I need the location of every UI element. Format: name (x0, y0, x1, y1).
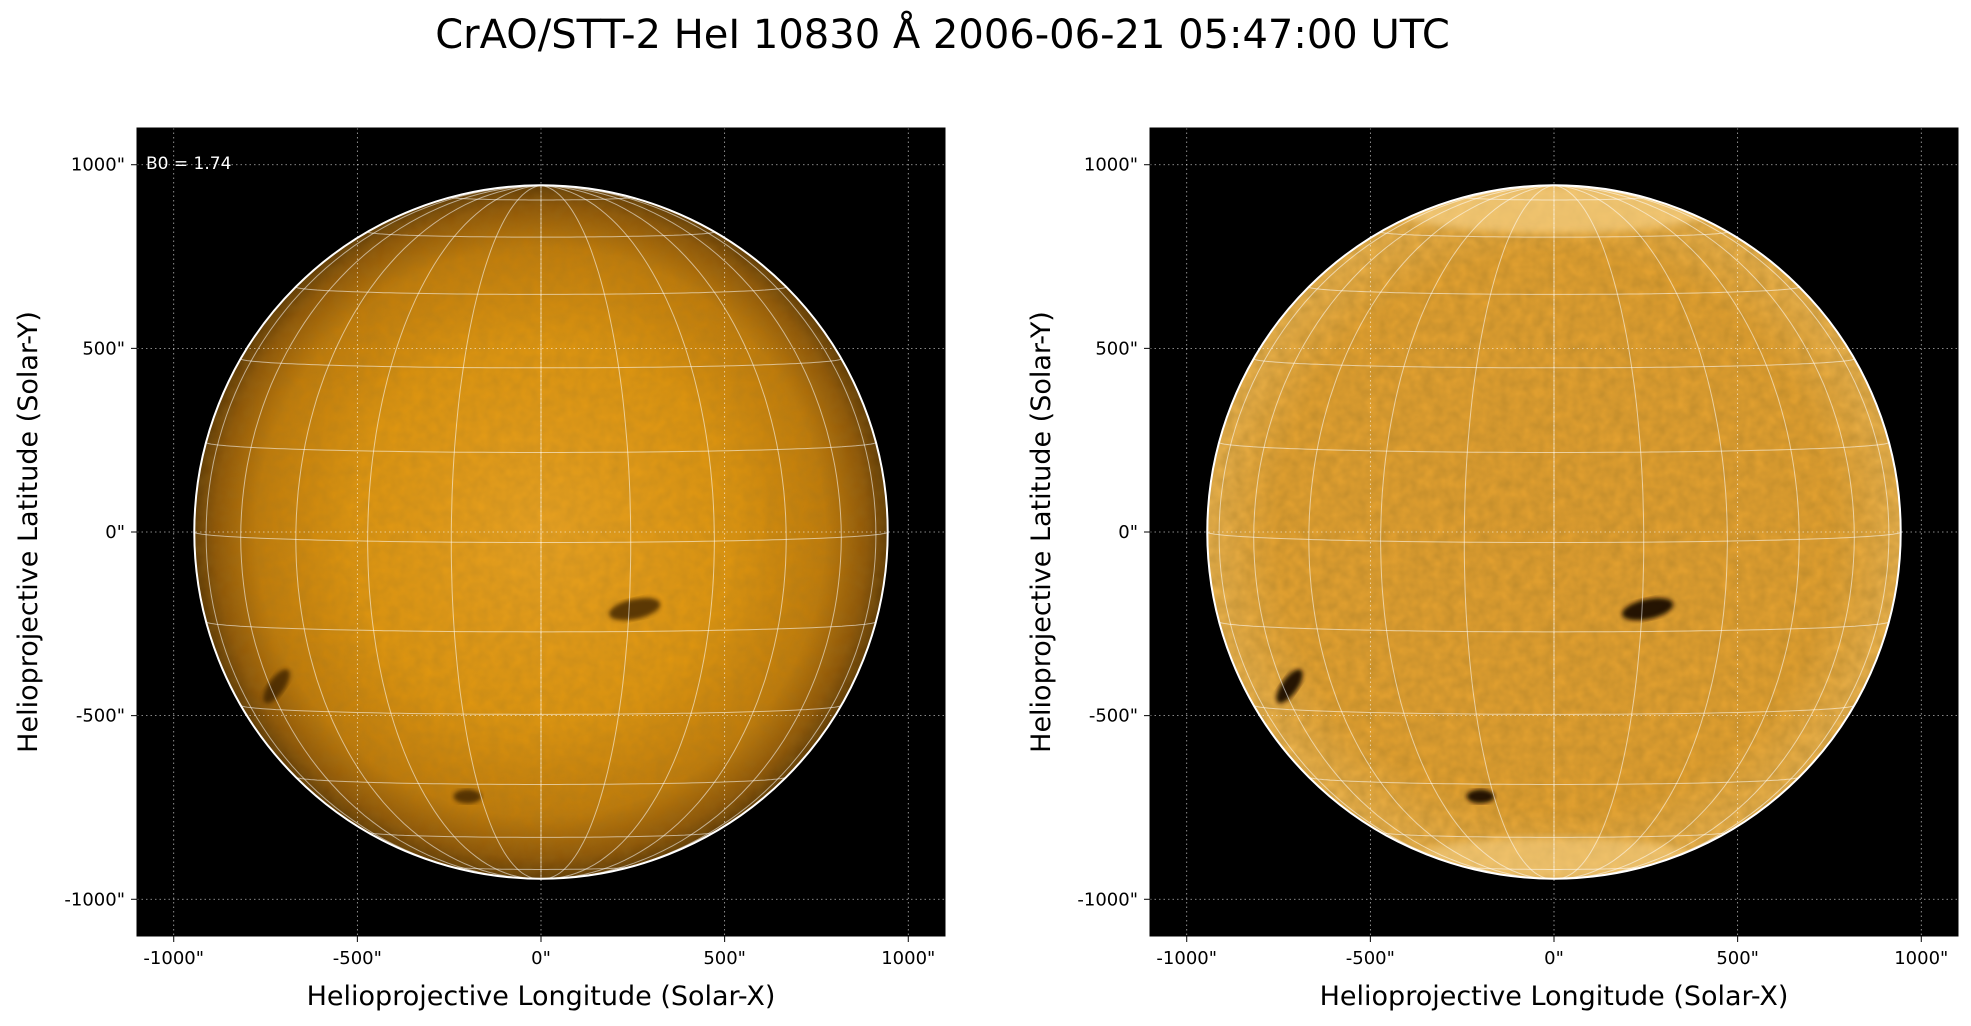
x-tick-label: -500" (1346, 948, 1395, 969)
y-tick-label: -500" (76, 706, 125, 727)
y-axis-label: Helioprojective Latitude (Solar-Y) (1026, 311, 1057, 753)
y-tick-label: 500" (1095, 338, 1138, 359)
active-region (1622, 597, 1674, 621)
y-tick-label: 500" (82, 338, 125, 359)
x-tick-label: 0" (531, 948, 551, 969)
solar-limb (1206, 184, 1902, 880)
x-tick-label: 0" (1544, 948, 1564, 969)
y-tick-label: 1000" (1084, 155, 1138, 176)
heliographic-grid (194, 185, 888, 879)
x-tick-label: -500" (333, 948, 382, 969)
x-tick-label: 500" (703, 948, 746, 969)
panel-left: -1000" 1000" -500" 500" 0" 0" 500" -500" 1000" -1… (13, 127, 946, 1012)
x-axis-label: Helioprojective Longitude (Solar-X) (1320, 981, 1789, 1012)
y-tick-label: -500" (1089, 706, 1138, 727)
x-tick-label: 500" (1716, 948, 1759, 969)
x-tick-label: 1000" (881, 948, 935, 969)
y-tick-label: 0" (1118, 522, 1138, 543)
figure-title: CrAO/STT-2 HeI 10830 Å 2006-06-21 05:47:… (435, 12, 1450, 58)
plage-dark-patch (1466, 789, 1495, 804)
y-axis-label: Helioprojective Latitude (Solar-Y) (13, 311, 44, 753)
y-tick-label: -1000" (1077, 889, 1138, 910)
x-tick-label: -1000" (1156, 948, 1217, 969)
panel-right: -1000" 1000" -500" 500" 0" 0" 500" -500" 1000" -1… (1026, 127, 1959, 1012)
y-tick-label: 0" (105, 522, 125, 543)
y-tick-label: -1000" (64, 889, 125, 910)
x-tick-label: 1000" (1894, 948, 1948, 969)
x-tick-label: -1000" (143, 948, 204, 969)
x-axis-label: Helioprojective Longitude (Solar-X) (307, 981, 776, 1012)
b0-annotation: B0 = 1.74 (146, 154, 231, 174)
y-tick-label: 1000" (71, 155, 125, 176)
filament (1276, 669, 1303, 704)
filament (263, 669, 290, 704)
active-region (609, 597, 661, 621)
solar-limb (193, 184, 889, 880)
plage-dark-patch (453, 789, 482, 804)
